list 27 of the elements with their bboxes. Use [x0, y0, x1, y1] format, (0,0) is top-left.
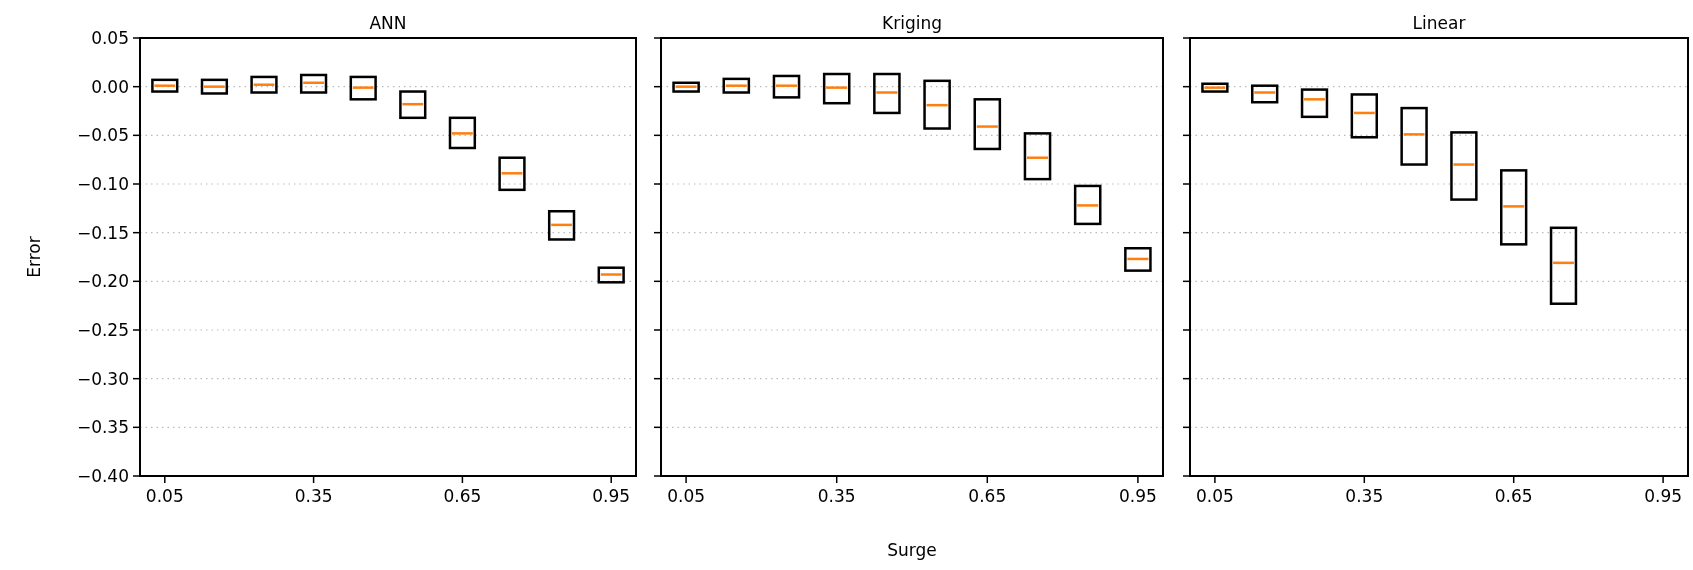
chart-title: ANN: [369, 13, 407, 33]
y-tick-label: 0.00: [91, 76, 129, 97]
y-tick-label: −0.10: [76, 173, 129, 194]
y-tick-label: −0.30: [76, 368, 129, 389]
x-tick-label: 0.95: [1644, 486, 1683, 506]
x-tick-label: 0.65: [968, 486, 1007, 506]
x-tick-label: 0.05: [1195, 486, 1234, 506]
y-tick-label: 0.05: [91, 27, 129, 48]
x-tick-label: 0.35: [294, 486, 333, 506]
y-tick-label: −0.35: [76, 417, 129, 438]
y-tick-label: −0.40: [76, 465, 129, 486]
x-tick-label: 0.95: [592, 486, 631, 506]
x-tick-label: 0.35: [1345, 486, 1384, 506]
y-tick-label: −0.05: [76, 125, 129, 146]
chart-title: Kriging: [882, 13, 942, 33]
x-tick-label: 0.35: [817, 486, 856, 506]
y-tick-label: −0.20: [76, 271, 129, 292]
y-axis-title: Error: [24, 236, 44, 278]
y-tick-label: −0.25: [76, 319, 129, 340]
x-tick-label: 0.05: [145, 486, 184, 506]
x-tick-label: 0.65: [1494, 486, 1533, 506]
x-tick-label: 0.65: [443, 486, 482, 506]
y-tick-label: −0.15: [76, 222, 129, 243]
chart-title: Linear: [1412, 13, 1466, 33]
x-tick-label: 0.95: [1118, 486, 1157, 506]
x-tick-label: 0.05: [667, 486, 706, 506]
x-axis-title: Surge: [887, 540, 937, 560]
